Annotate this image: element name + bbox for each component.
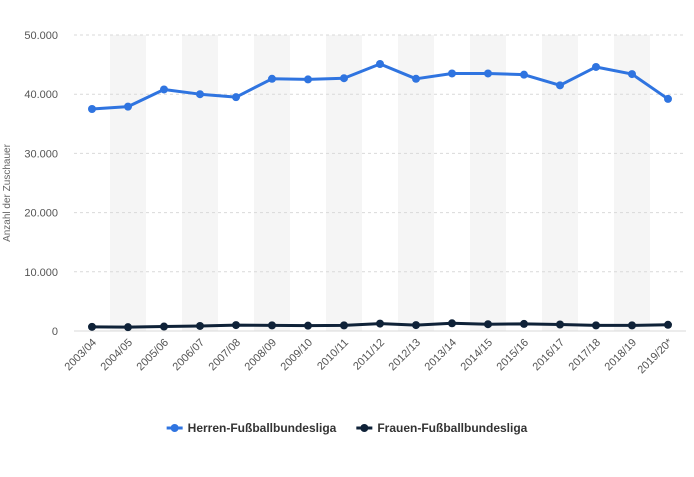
x-tick-label: 2004/05 <box>99 337 136 374</box>
x-tick-label: 2007/08 <box>207 337 244 374</box>
x-tick-label: 2012/13 <box>387 337 424 374</box>
data-point[interactable] <box>412 321 420 330</box>
data-point[interactable] <box>160 322 168 331</box>
x-tick-label: 2003/04 <box>63 337 100 374</box>
data-point[interactable] <box>376 60 384 69</box>
data-point[interactable] <box>628 70 636 79</box>
alternating-column-bands <box>110 35 650 331</box>
data-point[interactable] <box>484 69 492 78</box>
data-point[interactable] <box>664 94 672 103</box>
column-band <box>182 35 218 331</box>
column-band <box>470 35 506 331</box>
data-point[interactable] <box>412 74 420 83</box>
legend-item[interactable]: Frauen-Fußballbundesliga <box>356 421 528 435</box>
x-tick-label: 2010/11 <box>315 337 351 373</box>
x-tick-label: 2018/19 <box>603 337 640 374</box>
data-point[interactable] <box>340 321 348 330</box>
x-tick-label: 2017/18 <box>567 337 604 374</box>
legend-swatch-dot <box>360 424 369 432</box>
y-axis-title: Anzahl der Zuschauer <box>2 143 13 242</box>
column-band <box>398 35 434 331</box>
column-band <box>110 35 146 331</box>
legend: Herren-Fußballbundesliga Frauen-Fußballbu… <box>166 421 528 435</box>
y-tick-label: 30.000 <box>24 148 58 160</box>
gridlines <box>74 34 686 332</box>
data-point[interactable] <box>628 321 636 330</box>
data-point[interactable] <box>268 74 276 83</box>
legend-label: Herren-Fußballbundesliga <box>188 421 337 435</box>
legend-item[interactable]: Herren-Fußballbundesliga <box>166 421 337 435</box>
data-point[interactable] <box>556 320 564 329</box>
series-frauen-fu-ballbundesliga <box>88 319 672 332</box>
data-point[interactable] <box>304 75 312 84</box>
data-point[interactable] <box>592 62 600 71</box>
data-point[interactable] <box>520 70 528 79</box>
data-point[interactable] <box>160 85 168 94</box>
y-tick-label: 50.000 <box>24 30 58 42</box>
series-line <box>90 62 670 111</box>
data-point[interactable] <box>664 320 672 329</box>
x-tick-label: 2013/14 <box>423 337 460 374</box>
y-axis-ticks: 0 10.000 20.000 30.000 40.000 50.000 <box>24 30 58 338</box>
data-point[interactable] <box>196 321 204 330</box>
y-tick-label: 20.000 <box>24 208 58 220</box>
legend-label: Frauen-Fußballbundesliga <box>377 421 527 435</box>
data-point[interactable] <box>484 320 492 329</box>
data-point[interactable] <box>448 69 456 78</box>
data-point[interactable] <box>232 321 240 330</box>
data-point[interactable] <box>88 322 96 331</box>
data-point[interactable] <box>592 321 600 330</box>
x-tick-label: 2014/15 <box>459 337 496 374</box>
data-point[interactable] <box>448 319 456 328</box>
data-point[interactable] <box>232 93 240 102</box>
series-layer <box>88 60 672 332</box>
column-band <box>326 35 362 331</box>
data-point[interactable] <box>304 321 312 330</box>
y-tick-label: 40.000 <box>24 89 58 101</box>
x-tick-label: 2006/07 <box>171 337 208 374</box>
series-herren-fu-ballbundesliga <box>88 60 672 113</box>
data-point[interactable] <box>88 105 96 113</box>
y-tick-label: 10.000 <box>24 267 58 279</box>
data-point[interactable] <box>124 102 132 111</box>
data-point[interactable] <box>556 81 564 90</box>
data-point[interactable] <box>340 74 348 83</box>
x-axis-ticks: 2003/04 2004/05 2005/06 2006/07 2007/08 2008/… <box>63 336 676 376</box>
x-tick-label: 2009/10 <box>279 337 316 374</box>
data-point[interactable] <box>376 319 384 328</box>
column-band <box>614 35 650 331</box>
data-point[interactable] <box>124 323 132 332</box>
y-tick-label: 0 <box>52 326 58 338</box>
x-tick-label: 2011/12 <box>351 337 387 373</box>
data-point[interactable] <box>520 319 528 328</box>
x-tick-label: 2005/06 <box>135 337 172 374</box>
x-tick-label: 2016/17 <box>531 337 568 374</box>
legend-swatch-dot <box>170 424 179 432</box>
data-point[interactable] <box>196 90 204 99</box>
x-tick-label: 2019/20* <box>635 336 675 376</box>
x-tick-label: 2015/16 <box>495 337 532 374</box>
data-point[interactable] <box>268 321 276 330</box>
x-tick-label: 2008/09 <box>243 337 280 374</box>
